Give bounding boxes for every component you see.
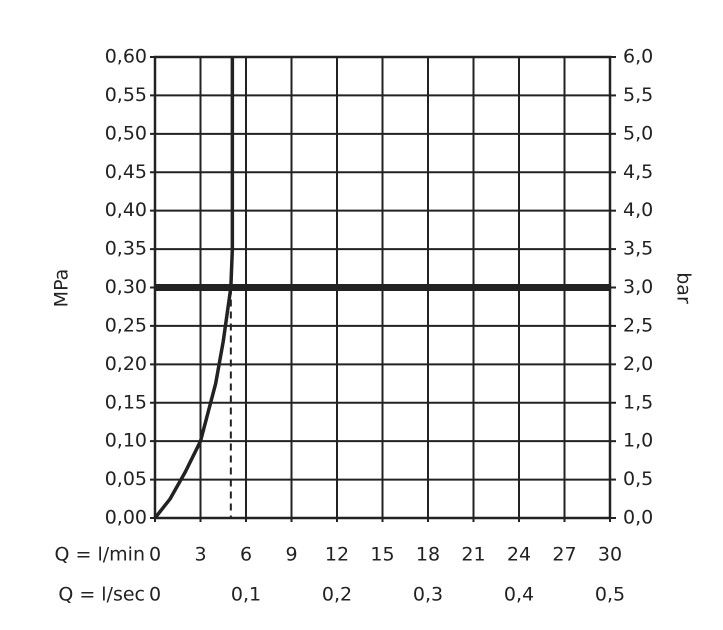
x-tick-label: 12 (325, 544, 349, 566)
x-axis-label: Q = l/min (55, 544, 145, 566)
y2-tick-label: 5,0 (623, 122, 653, 144)
y2-tick-label: 3,0 (623, 276, 653, 298)
y-tick-label: 0,05 (105, 468, 147, 490)
x-tick-label: 18 (416, 544, 440, 566)
y-tick-label: 0,45 (105, 161, 147, 183)
y-tick-label: 0,10 (105, 430, 147, 452)
y-tick-label: 0,25 (105, 314, 147, 336)
y-tick-label: 0,20 (105, 353, 147, 375)
y-tick-label: 0,00 (105, 507, 147, 529)
y2-axis-label: bar (673, 272, 695, 304)
y-axis-label: MPa (51, 269, 73, 308)
x-tick-label: 9 (285, 544, 297, 566)
x2-tick-label: 0,1 (231, 584, 261, 606)
curve (153, 57, 235, 520)
y-tick-label: 0,15 (105, 391, 147, 413)
x-tick-label: 15 (370, 544, 394, 566)
x-tick-label: 21 (461, 544, 485, 566)
y-tick-label: 0,30 (105, 276, 147, 298)
y2-tick-label: 5,5 (623, 84, 653, 106)
x-tick-label: 0 (149, 544, 161, 566)
y2-tick-label: 3,5 (623, 238, 653, 260)
x2-axis-label: Q = l/sec (58, 584, 145, 606)
y2-tick-label: 0,0 (623, 507, 653, 529)
x2-tick-label: 0,3 (413, 584, 443, 606)
x-tick-label: 30 (598, 544, 622, 566)
y2-tick-label: 6,0 (623, 46, 653, 68)
y-tick-label: 0,50 (105, 122, 147, 144)
y2-tick-label: 1,5 (623, 391, 653, 413)
y2-tick-label: 1,0 (623, 430, 653, 452)
x2-tick-label: 0,2 (322, 584, 352, 606)
x-tick-label: 3 (194, 544, 206, 566)
y-tick-label: 0,55 (105, 84, 147, 106)
y2-tick-label: 0,5 (623, 468, 653, 490)
x-tick-label: 24 (507, 544, 531, 566)
y2-tick-label: 4,0 (623, 199, 653, 221)
y2-tick-label: 2,0 (623, 353, 653, 375)
x2-tick-label: 0,4 (504, 584, 534, 606)
y-tick-label: 0,40 (105, 199, 147, 221)
y-tick-label: 0,35 (105, 238, 147, 260)
x2-tick-label: 0,5 (595, 584, 625, 606)
x-tick-label: 6 (240, 544, 252, 566)
y2-tick-label: 4,5 (623, 161, 653, 183)
y-tick-label: 0,60 (105, 46, 147, 68)
x-tick-label: 27 (552, 544, 576, 566)
x2-tick-label: 0 (149, 584, 161, 606)
y2-tick-label: 2,5 (623, 314, 653, 336)
